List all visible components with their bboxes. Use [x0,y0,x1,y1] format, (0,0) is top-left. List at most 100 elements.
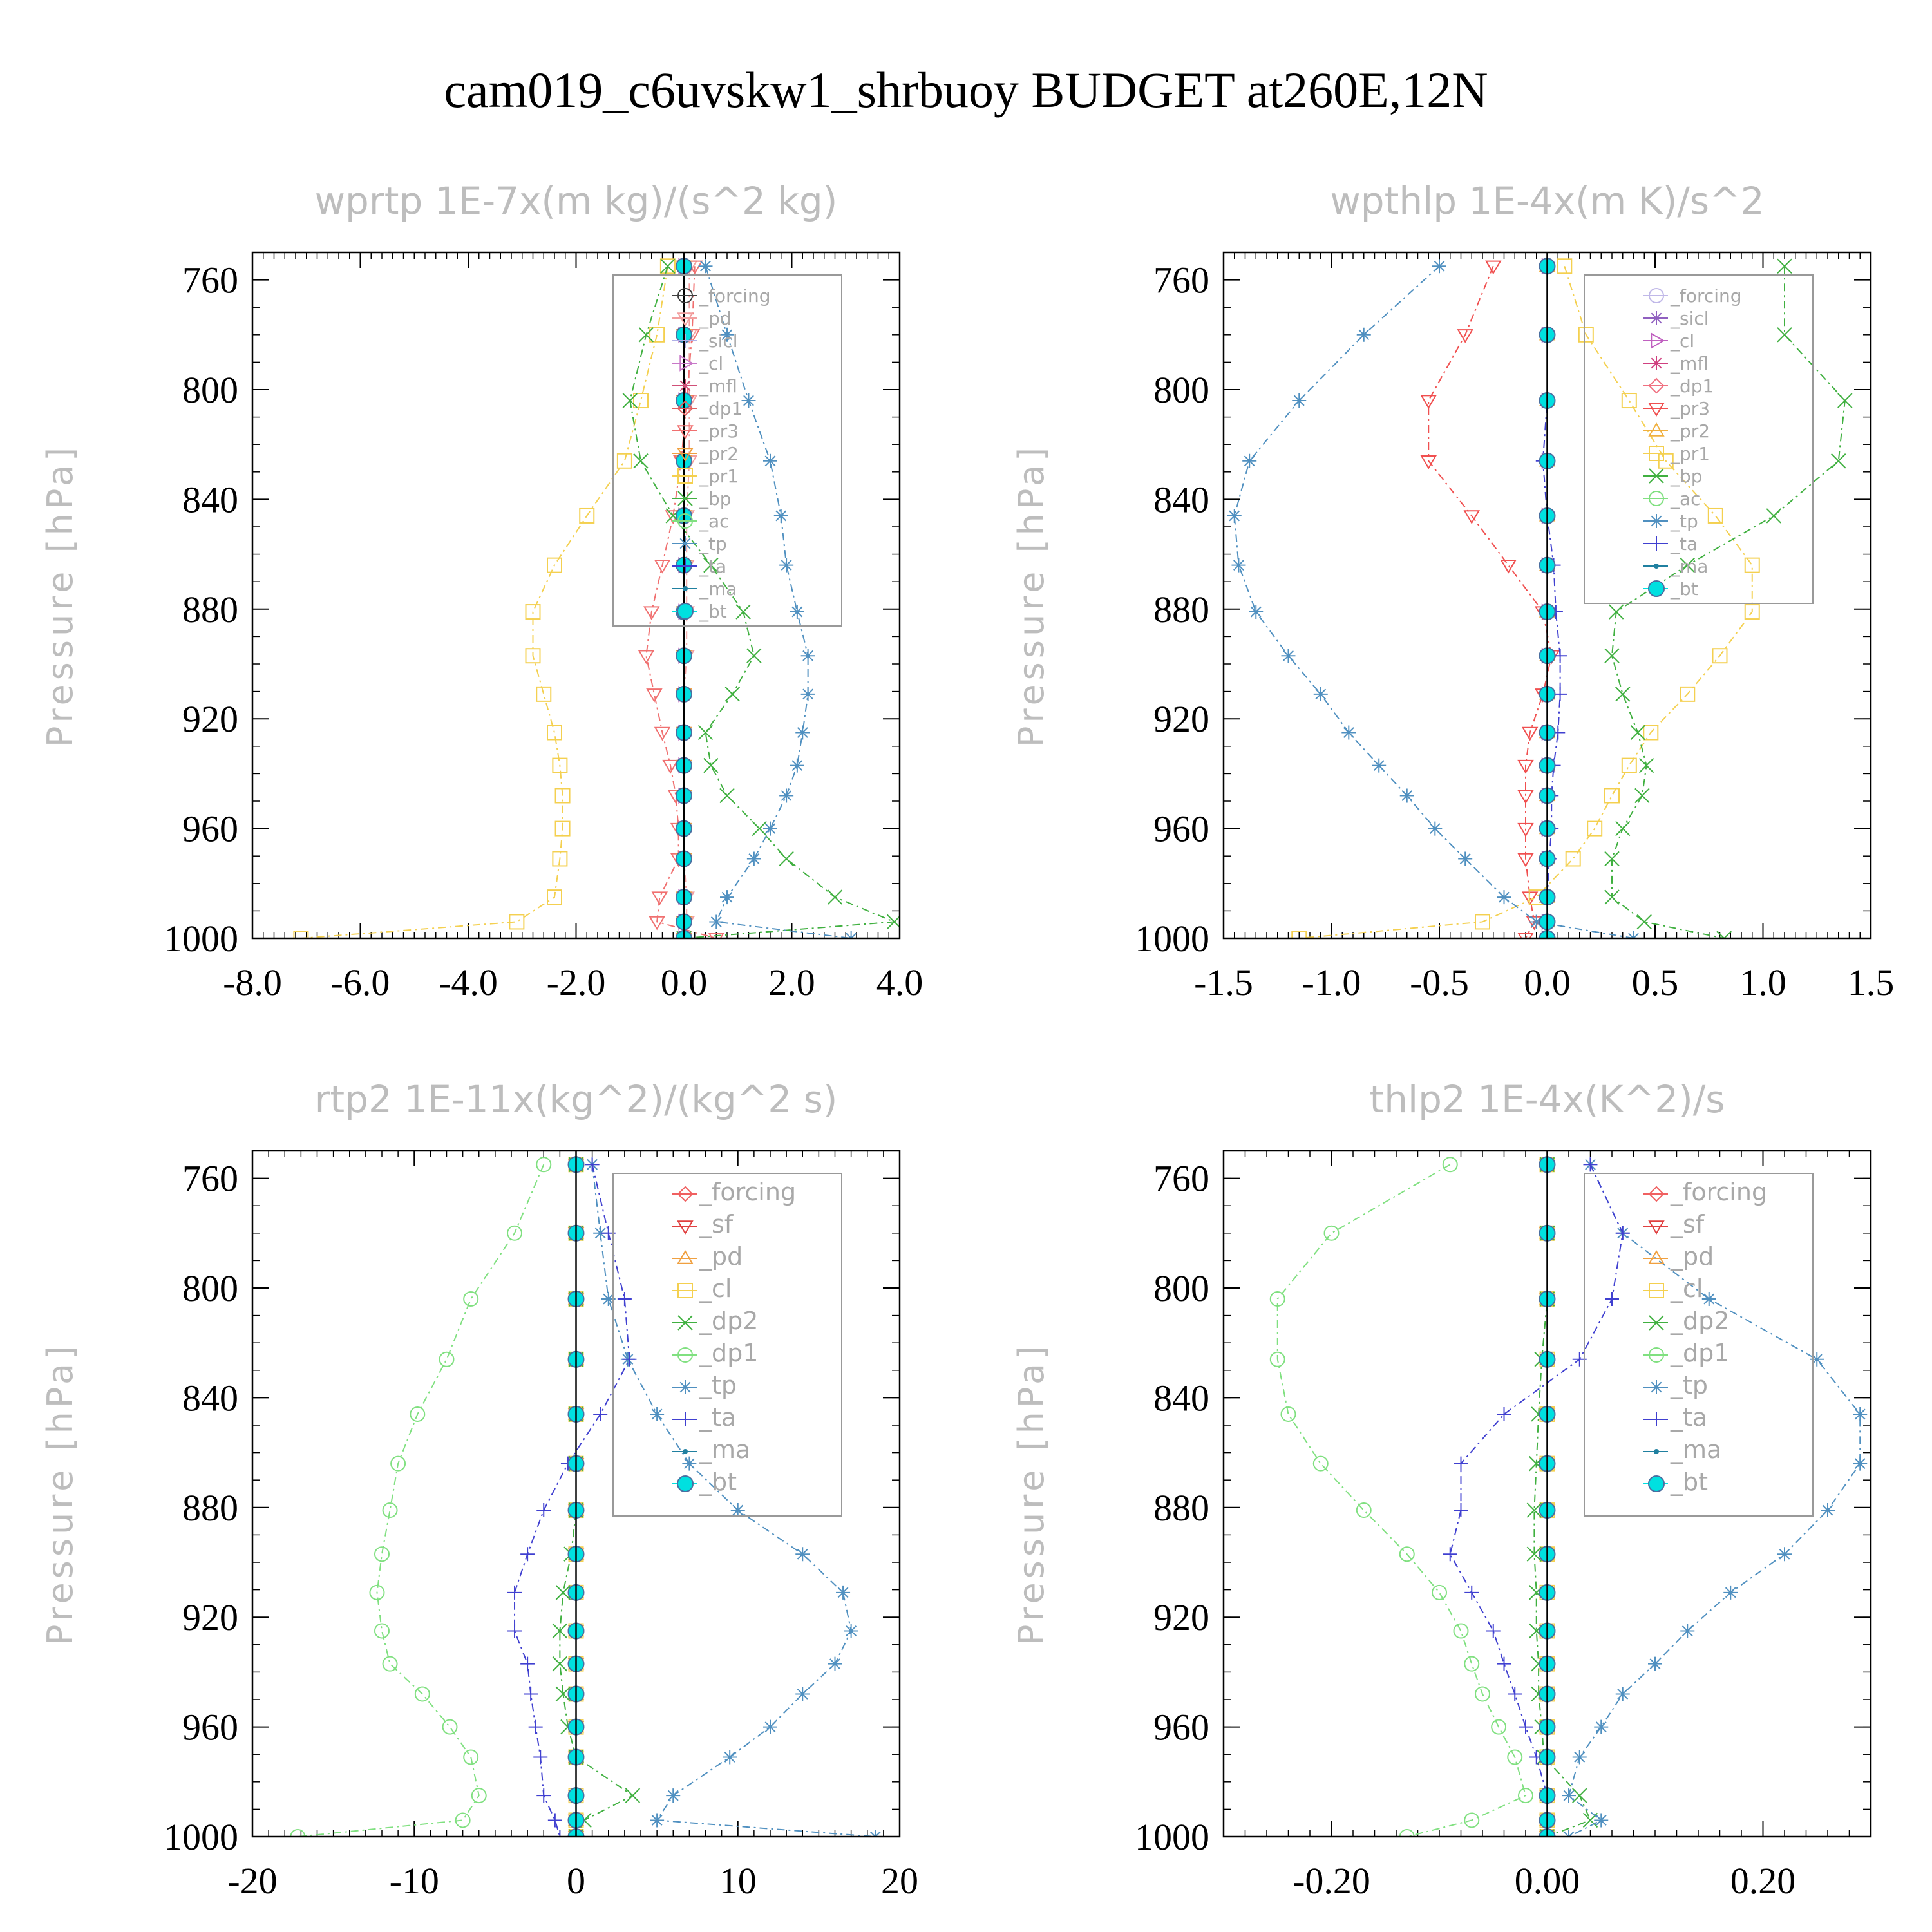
legend-marker [677,513,693,529]
data-point [1557,258,1573,274]
data-point [1608,604,1624,620]
legend-label: _ta [1670,533,1698,554]
data-point [638,327,654,343]
data-point [622,1352,637,1367]
legend-box [1584,274,1814,604]
legend-marker [677,448,694,462]
data-point [463,1291,479,1307]
data-point [1420,395,1437,410]
series-line [1567,1164,1861,1837]
series-line [1428,265,1553,938]
y-tick-label: 800 [1153,369,1209,411]
legend-label: _forcing [699,285,771,307]
legend-label: _ta [1670,1403,1707,1432]
legend-marker [1649,446,1664,461]
data-point [1497,890,1511,905]
data-point [625,1788,641,1803]
data-point [1615,820,1631,837]
data-point [617,1292,632,1307]
data-point [779,558,794,573]
y-tick-label: 840 [1153,1377,1209,1419]
legend-marker [1649,311,1663,325]
axes: -8.0 -6.0 -4.0 -2.0 0.0 2.0 4.0 760 800 840 880 920… [164,252,923,1003]
page-title: cam019_c6uvskw1_shrbuoy BUDGET at260E,12… [444,62,1488,118]
data-point [1399,1829,1415,1837]
data-point [1428,821,1443,836]
legend-marker [1649,491,1664,506]
data-point [525,604,541,620]
data-point [773,508,788,523]
legend-label: _ac [699,511,730,532]
data-point [547,724,562,741]
data-point [827,889,843,905]
series-line [301,266,668,938]
series-line [1611,266,1846,938]
data-point [703,757,719,773]
data-point [1777,1547,1792,1562]
plot-frame [251,251,901,940]
y-tick-label: 880 [1153,1487,1209,1529]
x-tick-label: -20 [227,1860,277,1902]
data-point [1242,453,1257,468]
data-point [1312,1455,1329,1472]
data-point [1227,508,1242,523]
data-point [719,788,735,804]
data-point [836,1585,851,1600]
legend: _forcing_sicl_cl_mfl_dp1_pr3_pr2_pr1_bp_… [1584,274,1814,604]
data-point [646,688,663,703]
plot-frame [1222,1150,1872,1838]
data-point [723,1750,737,1765]
data-point [1269,1351,1285,1367]
legend-marker [678,379,692,393]
y-tick-label: 960 [182,1707,238,1748]
data-point [1578,327,1594,343]
legend-marker [677,1475,694,1492]
series-line [629,265,895,938]
legend-label: _bt [699,601,727,622]
data-point [1634,788,1650,804]
data-point [654,726,671,741]
data-point [1356,327,1371,342]
x-tick-label: -4.0 [439,961,498,1003]
y-tick-label: 840 [182,478,238,520]
data-point [763,453,777,468]
data-point [746,851,761,866]
legend-marker [678,536,692,551]
data-point [698,259,713,274]
data-point [1716,931,1732,938]
data-point [616,453,632,469]
series-group [293,258,900,938]
legend-marker [1649,356,1663,370]
x-tick-label: 0.0 [661,961,708,1003]
data-point [703,557,719,573]
data-point [650,1406,665,1421]
x-tick-label: 4.0 [876,961,923,1003]
series-line [1449,1164,1624,1837]
x-tick-label: 0.0 [1524,961,1571,1003]
legend-marker [677,468,693,484]
data-point [741,393,756,408]
data-point [649,327,665,343]
data-point [1442,1157,1458,1173]
data-point [553,1830,567,1837]
x-tick-label: 0.00 [1515,1860,1580,1902]
data-point [662,759,679,774]
data-point [525,648,541,664]
legend-marker [1649,1412,1663,1426]
data-point [1432,1584,1447,1600]
data-point [1707,507,1723,524]
data-point [633,393,649,409]
data-point [1583,1157,1598,1172]
series-line [514,1164,630,1837]
y-tick-label: 920 [1153,1596,1209,1638]
data-point [593,1226,608,1240]
data-point [547,889,562,905]
legend-label: _forcing [1670,1178,1767,1206]
data-point [666,1788,681,1803]
series-line [559,1164,634,1837]
data-point [659,258,676,274]
data-point [1605,1292,1619,1307]
data-point [763,821,777,836]
data-point [1291,931,1307,938]
